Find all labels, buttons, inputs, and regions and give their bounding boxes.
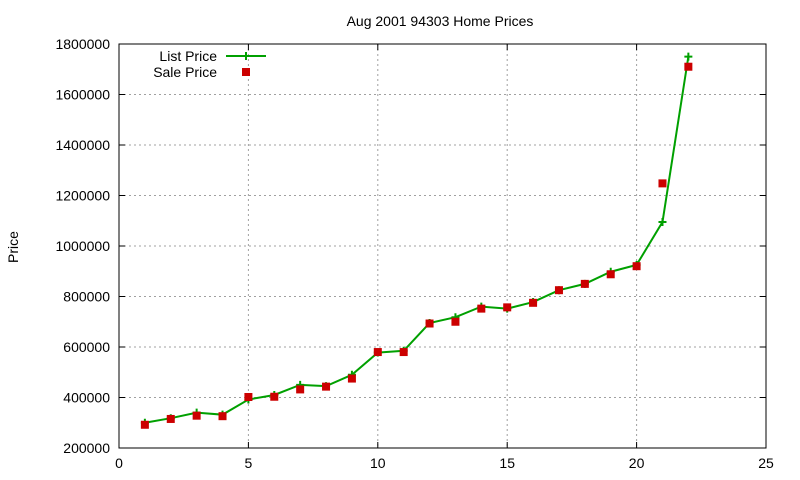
- legend-label-sale-price: Sale Price: [153, 64, 217, 80]
- list-price-point: [684, 52, 693, 61]
- x-tick-label: 10: [370, 455, 386, 471]
- y-tick-label: 1000000: [55, 238, 110, 254]
- sale-price-point: [658, 179, 667, 188]
- y-tick-label: 1400000: [55, 137, 110, 153]
- x-tick-labels: 0 5 10 15 20 25: [115, 455, 774, 471]
- chart-title: Aug 2001 94303 Home Prices: [347, 13, 534, 29]
- list-price-point: [658, 218, 667, 227]
- legend-label-list-price: List Price: [159, 48, 217, 64]
- sale-price-point: [399, 348, 408, 357]
- sale-price-point: [529, 298, 538, 307]
- sale-price-point: [322, 382, 331, 391]
- sale-price-point: [554, 286, 563, 295]
- sale-price-point: [425, 319, 434, 328]
- y-tick-label: 400000: [63, 390, 110, 406]
- sale-price-point: [140, 420, 149, 429]
- tick-layer: [118, 43, 767, 449]
- legend-marker-list-price: [242, 52, 250, 60]
- sale-price-point: [684, 62, 693, 71]
- x-tick-label: 15: [499, 455, 515, 471]
- x-tick-label: 0: [115, 455, 123, 471]
- sale-price-point: [632, 262, 641, 271]
- sale-price-point: [580, 279, 589, 288]
- series-layer: [140, 52, 693, 429]
- grid-layer: [119, 44, 766, 448]
- x-tick-label: 25: [758, 455, 774, 471]
- sale-price-point: [503, 303, 512, 312]
- y-axis-label: Price: [5, 231, 21, 263]
- sale-price-point: [192, 411, 201, 420]
- plot-frame: [118, 43, 767, 449]
- list-price-line: [144, 56, 690, 424]
- sale-price-point: [296, 385, 305, 394]
- sale-price-point: [347, 374, 356, 383]
- y-tick-label: 1200000: [55, 188, 110, 204]
- y-tick-label: 600000: [63, 339, 110, 355]
- y-tick-label: 1600000: [55, 87, 110, 103]
- y-tick-label: 1800000: [55, 36, 110, 52]
- sale-price-point: [477, 304, 486, 313]
- y-tick-label: 200000: [63, 440, 110, 456]
- sale-price-point: [244, 392, 253, 401]
- sale-price-point: [373, 348, 382, 357]
- y-tick-label: 800000: [63, 289, 110, 305]
- sale-price-point: [606, 270, 615, 279]
- sale-price-point: [451, 317, 460, 326]
- legend-swatch-sale-price: [242, 68, 250, 76]
- x-tick-label: 20: [629, 455, 645, 471]
- sale-price-point: [218, 412, 227, 421]
- x-tick-label: 5: [245, 455, 253, 471]
- y-tick-labels: 200000 400000 600000 800000 1000000 1200000 14…: [55, 36, 110, 456]
- sale-price-point: [270, 392, 279, 401]
- sale-price-point: [166, 414, 175, 423]
